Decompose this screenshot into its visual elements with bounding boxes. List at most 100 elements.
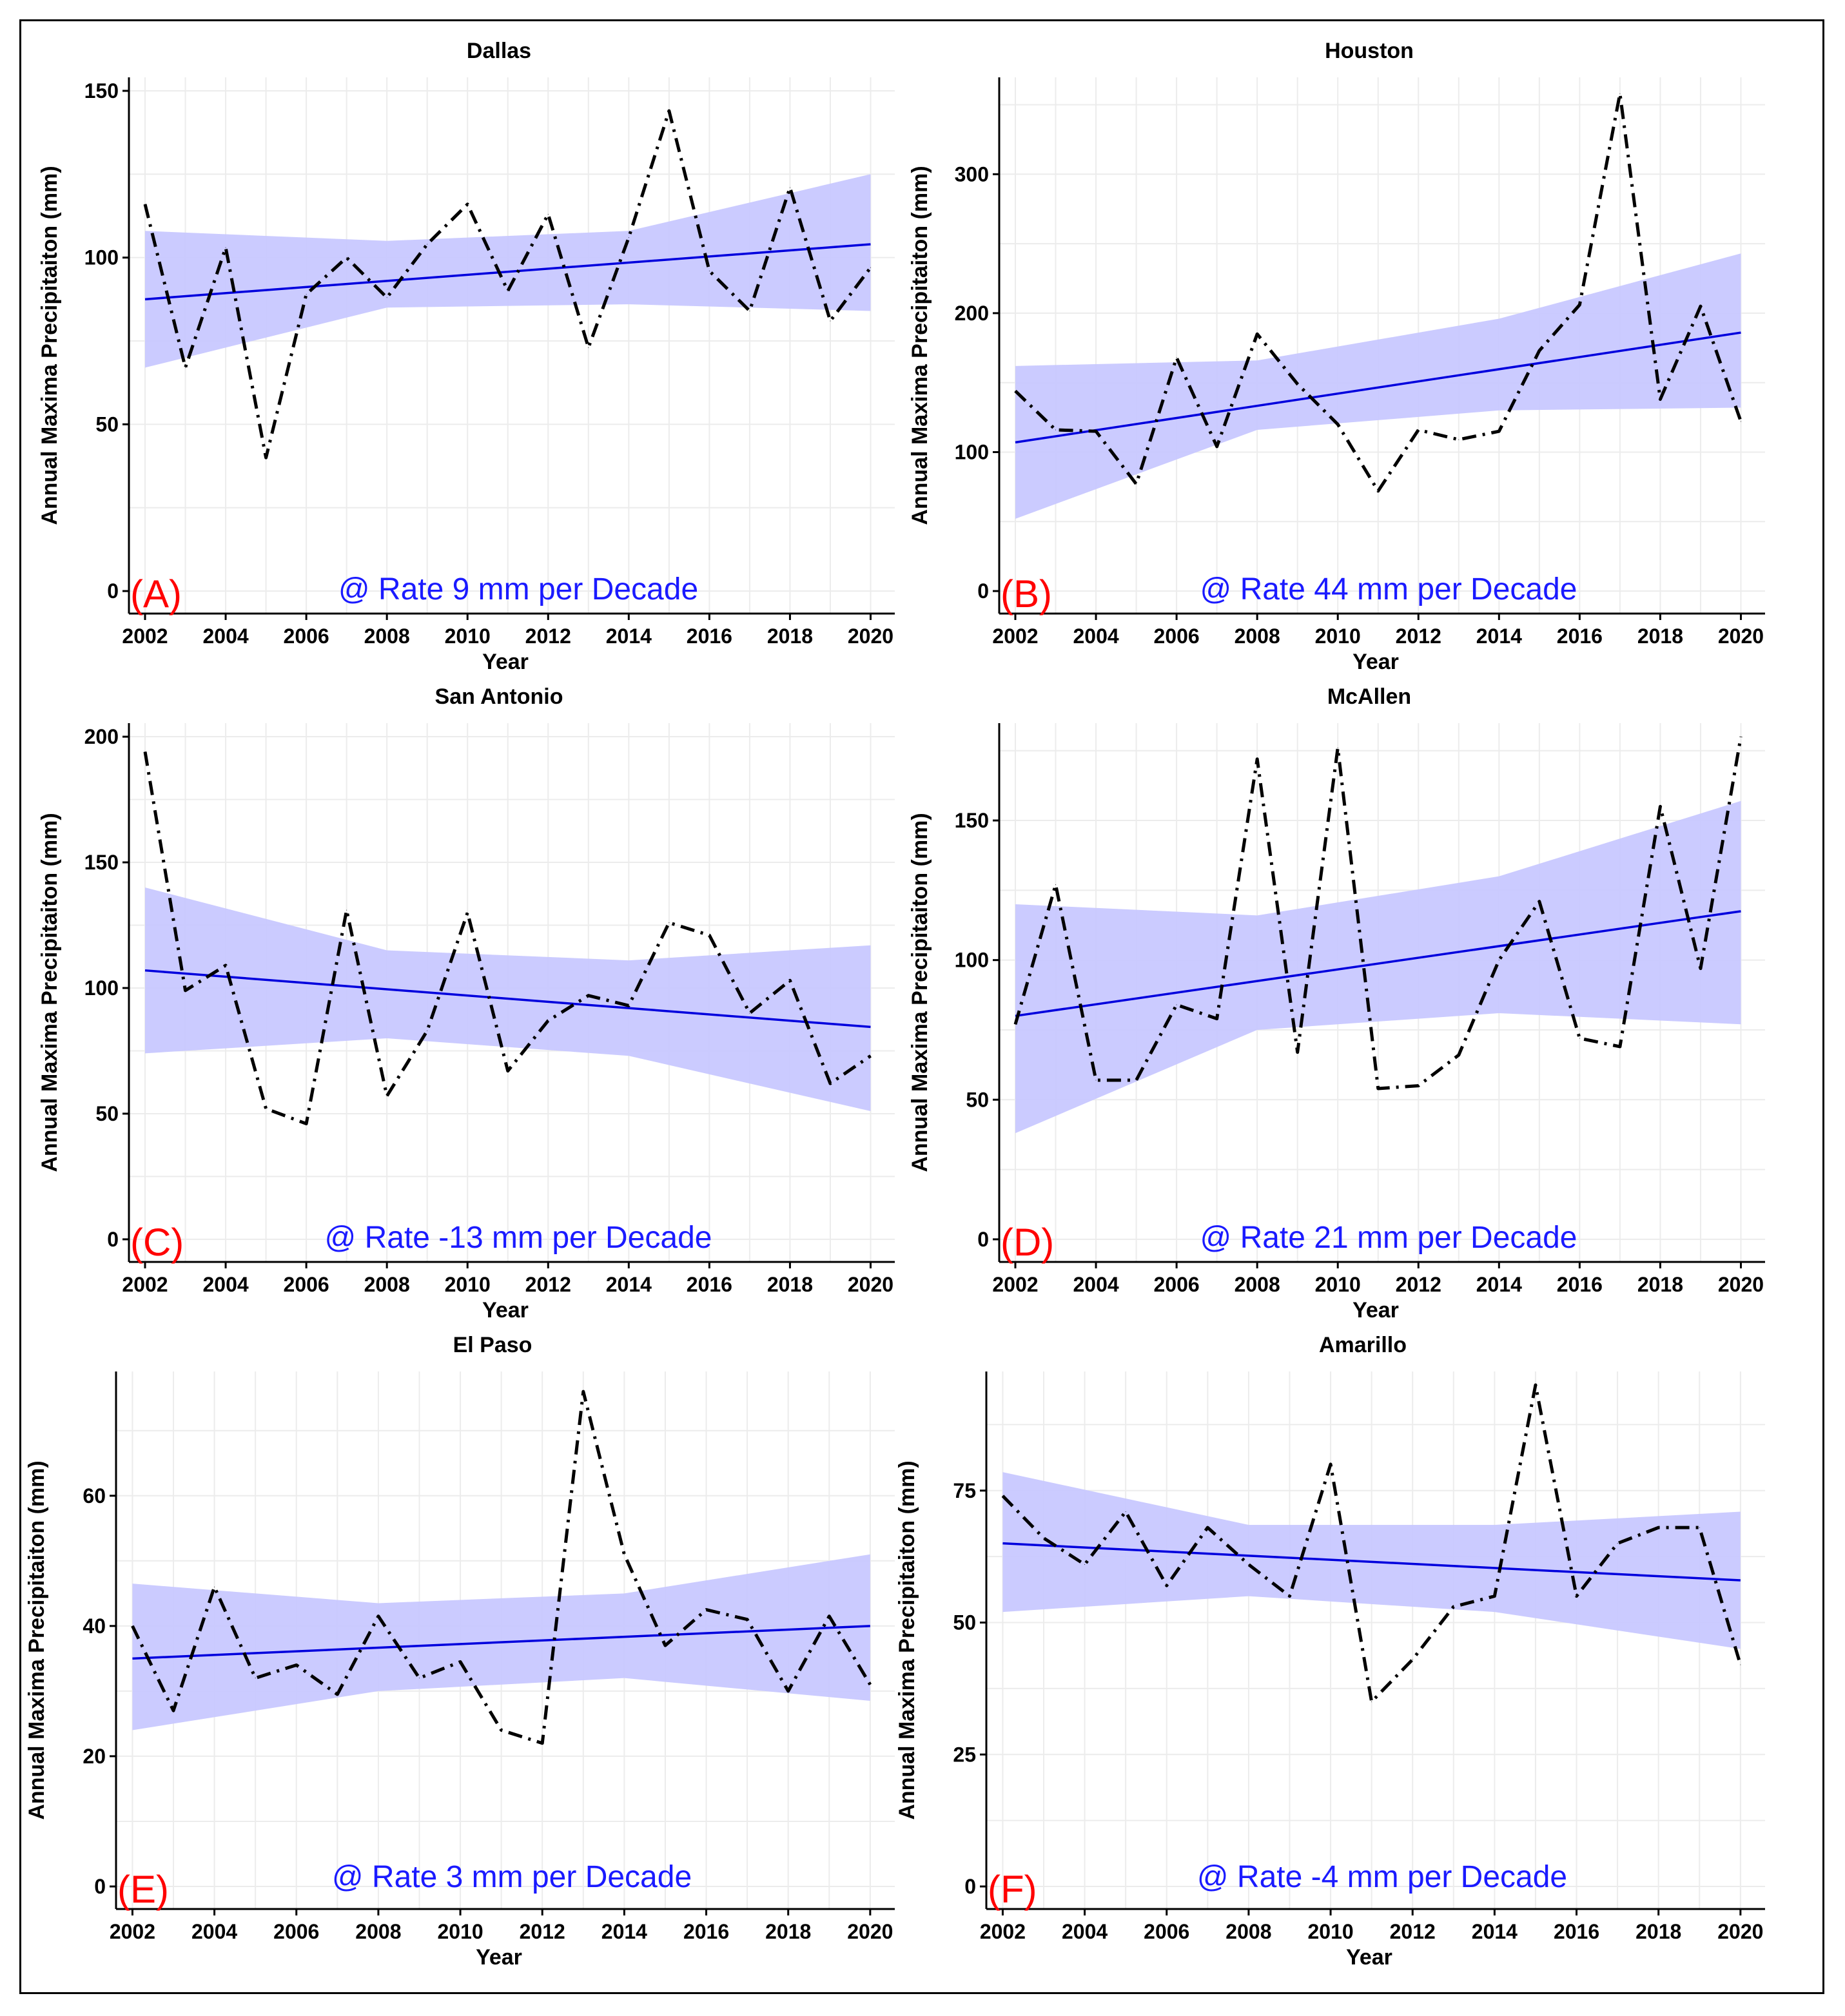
x-tick-label: 2018 <box>767 625 813 648</box>
chart-panel-amarillo: 0 25 50 75 2002 2004 2006 2008 2010 2012 2014 2016 2… <box>895 1333 1765 1970</box>
x-tick-label: 2012 <box>525 1273 571 1296</box>
y-tick-label: 0 <box>977 1228 989 1251</box>
rate-annotation: @ Rate 9 mm per Decade <box>338 572 698 606</box>
data-point <box>588 347 589 348</box>
x-tick-label: 2008 <box>364 625 410 648</box>
y-tick-label: 200 <box>955 302 989 325</box>
panel-letter: (E) <box>117 1868 169 1911</box>
panel-letter: (C) <box>130 1221 184 1264</box>
y-tick-label: 50 <box>95 412 119 436</box>
data-point <box>870 267 871 268</box>
y-tick-label: 40 <box>83 1614 106 1638</box>
x-tick-label: 2020 <box>1717 1920 1763 1943</box>
panel-letter: (A) <box>130 572 182 615</box>
x-tick-label: 2002 <box>110 1920 155 1943</box>
chart-panel-mcallen: 0 50 100 150 2002 2004 2006 2008 2010 2012 2014 201… <box>908 684 1765 1323</box>
data-point <box>1055 429 1057 431</box>
chart-title: Dallas <box>467 39 531 63</box>
x-tick-label: 2004 <box>1073 625 1118 648</box>
data-point <box>306 294 307 295</box>
observed-points <box>132 1391 871 1744</box>
x-tick-label: 2014 <box>606 1273 652 1296</box>
x-tick-label: 2012 <box>1396 1273 1441 1296</box>
observed-points <box>1015 93 1741 492</box>
y-tick-label: 0 <box>977 579 989 603</box>
data-point <box>1055 884 1057 886</box>
y-axis-title: Annual Maxima Precipitaiton (mm) <box>37 166 62 525</box>
chart-panel-houston: 0 100 200 300 2002 2004 2006 2008 2010 2012 2014 20… <box>908 39 1765 674</box>
data-point <box>1458 1054 1459 1056</box>
rate-annotation: @ Rate -4 mm per Decade <box>1197 1860 1567 1894</box>
data-point <box>1535 1384 1536 1386</box>
data-point <box>144 751 146 752</box>
chart-title: Amarillo <box>1319 1333 1407 1357</box>
data-point <box>708 935 710 936</box>
x-tick-label: 2016 <box>687 625 732 648</box>
x-tick-label: 2006 <box>1154 625 1200 648</box>
x-tick-label: 2006 <box>284 1273 329 1296</box>
observed-points <box>144 751 871 1125</box>
y-tick-label: 100 <box>84 976 119 1000</box>
data-point <box>1619 93 1621 94</box>
rate-annotation: @ Rate 21 mm per Decade <box>1200 1221 1577 1255</box>
x-axis-title: Year <box>482 1298 529 1323</box>
x-tick-label: 2002 <box>992 1273 1038 1296</box>
x-tick-label: 2012 <box>525 625 571 648</box>
x-tick-label: 2012 <box>520 1920 565 1943</box>
data-point <box>346 257 347 258</box>
y-axis-title: Annual Maxima Precipitaiton (mm) <box>908 166 932 525</box>
x-tick-label: 2010 <box>445 1273 491 1296</box>
x-tick-label: 2020 <box>1718 1273 1764 1296</box>
y-tick-label: 20 <box>83 1745 106 1768</box>
rate-annotation: @ Rate -13 mm per Decade <box>325 1221 712 1255</box>
figure-frame <box>19 19 1824 1994</box>
data-point <box>1659 399 1661 400</box>
confidence-band <box>1002 1472 1741 1649</box>
y-tick-label: 0 <box>94 1875 106 1898</box>
trend-line <box>144 243 871 301</box>
x-tick-label: 2020 <box>848 1273 893 1296</box>
x-tick-label: 2004 <box>202 625 248 648</box>
data-point <box>1216 1018 1218 1020</box>
data-point <box>1659 806 1661 807</box>
y-tick-label: 300 <box>955 162 989 186</box>
x-tick-label: 2006 <box>273 1920 319 1943</box>
x-tick-label: 2004 <box>191 1920 237 1943</box>
data-point <box>1015 1023 1016 1025</box>
trend-line <box>1015 910 1741 1018</box>
x-axis-title: Year <box>1346 1945 1392 1970</box>
x-tick-label: 2010 <box>437 1920 483 1943</box>
data-point <box>1166 1585 1167 1586</box>
x-tick-label: 2020 <box>848 625 893 648</box>
x-tick-label: 2014 <box>1476 1273 1522 1296</box>
data-point <box>1002 1495 1003 1497</box>
x-tick-label: 2018 <box>767 1273 813 1296</box>
x-axis-title: Year <box>1352 650 1399 674</box>
y-tick-label: 50 <box>95 1102 119 1125</box>
data-point <box>1418 1085 1419 1087</box>
observed-points <box>1002 1384 1741 1702</box>
y-tick-label: 25 <box>953 1743 976 1766</box>
x-axis-title: Year <box>1352 1298 1399 1323</box>
x-tick-label: 2018 <box>1635 1920 1681 1943</box>
x-tick-label: 2014 <box>1472 1920 1518 1943</box>
data-point <box>185 367 186 368</box>
confidence-band <box>1015 253 1741 519</box>
x-tick-label: 2018 <box>765 1920 811 1943</box>
data-point <box>1176 357 1177 358</box>
data-point <box>706 1609 707 1611</box>
data-point <box>132 1625 133 1627</box>
chart-title: Houston <box>1325 39 1414 63</box>
data-point <box>1176 1004 1177 1005</box>
trend-line <box>1002 1542 1741 1582</box>
data-point <box>1095 431 1097 432</box>
chart-title: El Paso <box>453 1333 532 1357</box>
x-tick-label: 2010 <box>445 625 491 648</box>
data-point <box>185 990 186 991</box>
x-tick-label: 2014 <box>601 1920 647 1943</box>
trend-line <box>144 969 871 1029</box>
x-tick-label: 2016 <box>687 1273 732 1296</box>
data-point <box>588 995 589 996</box>
chart-title: McAllen <box>1327 684 1411 709</box>
data-point <box>1412 1659 1413 1660</box>
